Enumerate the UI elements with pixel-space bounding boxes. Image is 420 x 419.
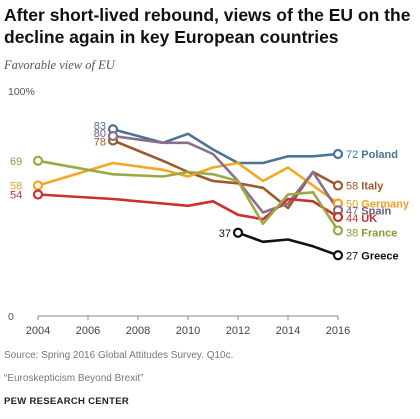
series-end-label: 58 Italy: [346, 181, 384, 193]
series-line: [36, 161, 340, 205]
series-end-label: 50 Germany: [346, 199, 410, 211]
x-tick-label: 2008: [126, 325, 150, 337]
x-tick-label: 2016: [326, 325, 350, 337]
chart-subtitle: Favorable view of EU: [4, 58, 115, 72]
series-line: [36, 159, 340, 232]
report-title: “Euroskepticism Beyond Brexit”: [4, 373, 144, 384]
series-start-marker: [107, 130, 119, 142]
x-tick-label: 2012: [226, 325, 250, 337]
series-start-marker: [32, 155, 44, 166]
series-line: [111, 139, 340, 210]
y-tick-label: 0: [8, 311, 14, 323]
series-start-label: 83: [94, 120, 106, 132]
series-start-label: 58: [10, 181, 22, 193]
x-tick-label: 2006: [76, 325, 100, 337]
series-end-label: 44 UK: [346, 213, 377, 225]
publisher-name: PEW RESEARCH CENTER: [4, 396, 129, 407]
series-end-marker: [332, 225, 344, 236]
x-tick-label: 2010: [176, 325, 200, 337]
series-start-marker: [32, 180, 44, 191]
series-line: [111, 128, 340, 165]
series-line: [236, 231, 340, 257]
series-end-label: 72 Poland: [346, 149, 398, 161]
series-start-label: 69: [10, 156, 22, 168]
series-end-marker: [332, 211, 344, 223]
y-tick-label: 100%: [8, 86, 35, 98]
series-start-label: 80: [94, 128, 106, 140]
series-start-marker: [232, 227, 244, 238]
series-end-label: 27 Greece: [346, 250, 399, 262]
source-note: Source: Spring 2016 Global Attitudes Sur…: [4, 350, 234, 361]
series-end-label: 38 France: [346, 228, 397, 240]
x-tick-label: 2014: [276, 325, 300, 337]
x-tick-label: 2004: [26, 325, 50, 337]
chart-title: After short-lived rebound, views of the …: [4, 5, 411, 47]
series-end-marker: [332, 250, 344, 261]
series-start-marker: [32, 189, 44, 200]
series-end-label: 47 Spain: [346, 205, 392, 217]
series-start-label: 54: [10, 190, 22, 202]
series-line: [36, 193, 340, 221]
series-start-label: 37: [219, 228, 231, 240]
series-end-marker: [332, 180, 344, 191]
series-end-marker: [332, 148, 344, 160]
series-start-label: 78: [94, 137, 106, 149]
